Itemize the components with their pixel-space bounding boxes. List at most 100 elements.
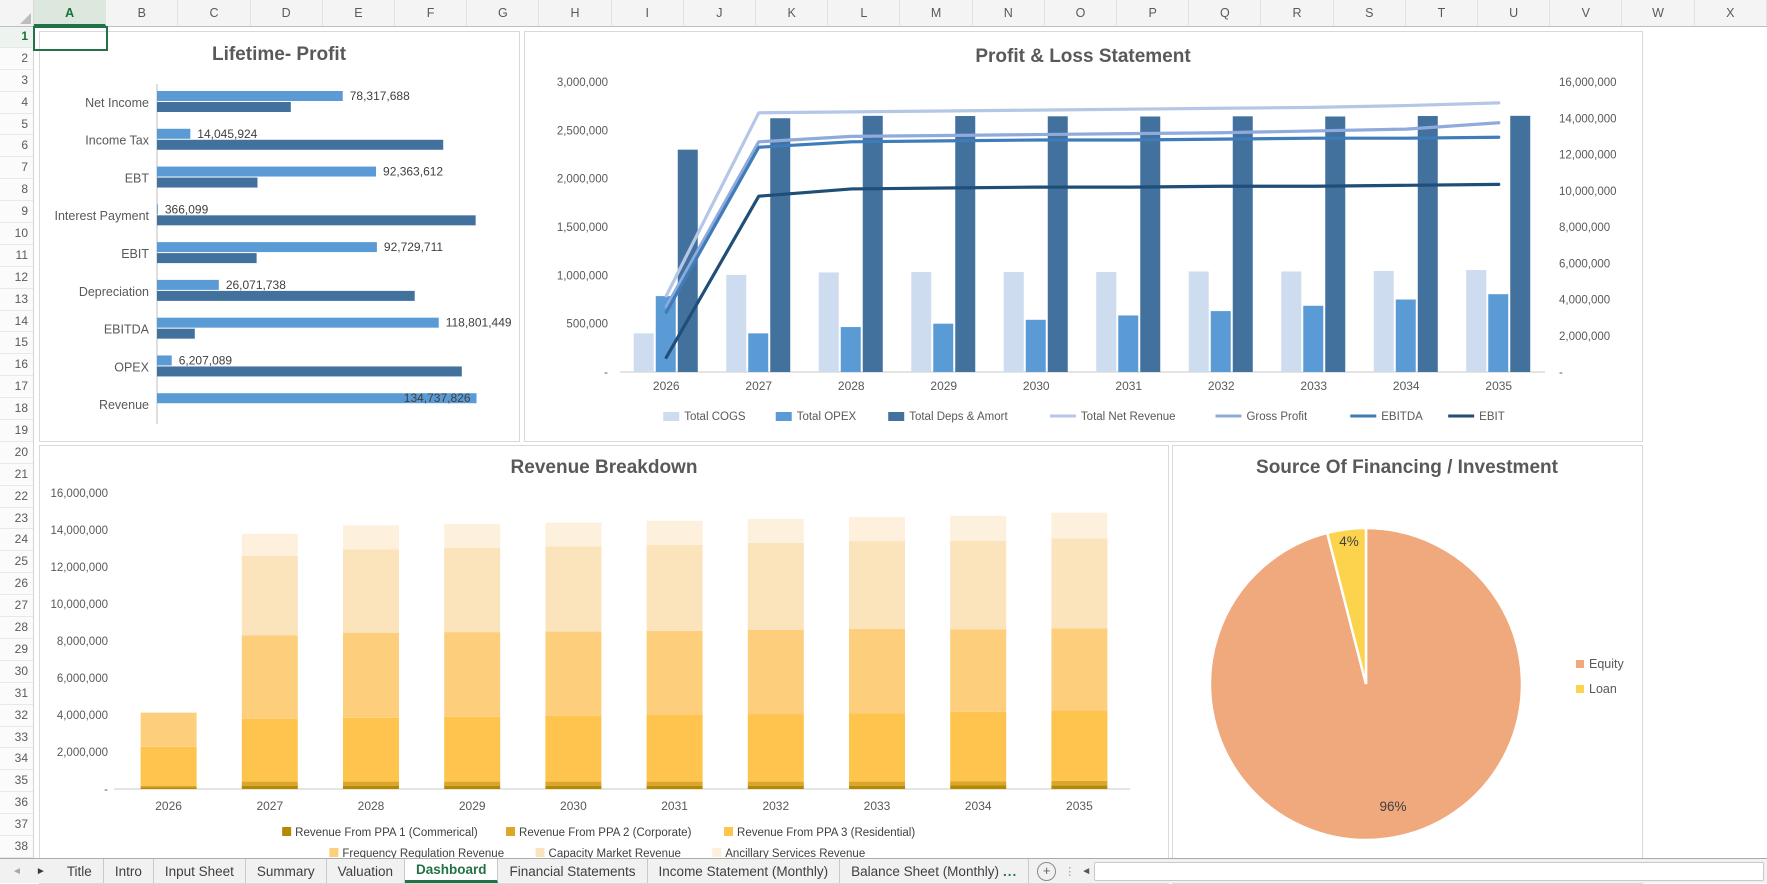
column-header-W[interactable]: W — [1622, 0, 1695, 26]
column-header-O[interactable]: O — [1044, 0, 1118, 26]
chart-lifetime-profit[interactable]: Lifetime- Profit Net Income 78,317,688 Inco… — [39, 31, 520, 442]
column-header-I[interactable]: I — [611, 0, 684, 26]
row-number-26[interactable]: 26 — [0, 573, 33, 596]
sheet-tab-balance-sheet-monthly-[interactable]: Balance Sheet (Monthly)... — [840, 859, 1030, 883]
stack-segment — [444, 781, 501, 786]
sheet-tab-summary[interactable]: Summary — [246, 859, 327, 883]
sheet-tab-dashboard[interactable]: Dashboard — [404, 859, 499, 883]
horizontal-scrollbar-track[interactable] — [1094, 861, 1764, 881]
sheet-tab-intro[interactable]: Intro — [104, 859, 154, 883]
row-number-38[interactable]: 38 — [0, 836, 33, 858]
stack-segment — [343, 549, 399, 633]
row-number-10[interactable]: 10 — [0, 223, 33, 245]
row-number-37[interactable]: 37 — [0, 814, 33, 836]
category-label: 2029 — [459, 799, 486, 813]
scrollbar-left-icon[interactable]: ◄ — [1081, 865, 1092, 877]
column-header-C[interactable]: C — [178, 0, 251, 26]
row-number-28[interactable]: 28 — [0, 617, 33, 639]
row-number-36[interactable]: 36 — [0, 792, 33, 815]
stack-segment — [343, 717, 399, 782]
category-label: 2035 — [1485, 379, 1512, 393]
sheet-tab-title[interactable]: Title — [56, 859, 104, 883]
legend-label: Ancillary Services Revenue — [725, 848, 865, 860]
row-number-30[interactable]: 30 — [0, 661, 33, 683]
row-number-11[interactable]: 11 — [0, 245, 33, 267]
column-header-N[interactable]: N — [972, 0, 1045, 26]
column-header-T[interactable]: T — [1405, 0, 1479, 26]
column-header-A[interactable]: A — [33, 0, 107, 26]
sheet-tab-valuation[interactable]: Valuation — [327, 859, 405, 883]
chart-financing-pie[interactable]: Source Of Financing / Investment 4% 96% Equ… — [1172, 445, 1643, 884]
row-number-4[interactable]: 4 — [0, 92, 33, 114]
row-number-22[interactable]: 22 — [0, 486, 33, 508]
row-number-34[interactable]: 34 — [0, 748, 33, 771]
bar-remainder — [157, 366, 462, 377]
column-header-H[interactable]: H — [539, 0, 612, 26]
left-axis-tick: 2,500,000 — [557, 125, 608, 137]
column-header-L[interactable]: L — [828, 0, 901, 26]
column-header-M[interactable]: M — [900, 0, 973, 26]
row-number-15[interactable]: 15 — [0, 332, 33, 355]
row-number-33[interactable]: 33 — [0, 727, 33, 749]
row-number-8[interactable]: 8 — [0, 179, 33, 202]
column-header-D[interactable]: D — [250, 0, 323, 26]
column-header-B[interactable]: B — [106, 0, 179, 26]
row-number-27[interactable]: 27 — [0, 595, 33, 618]
column-header-P[interactable]: P — [1117, 0, 1190, 26]
row-number-3[interactable]: 3 — [0, 70, 33, 92]
row-number-5[interactable]: 5 — [0, 114, 33, 136]
legend-swatch — [535, 848, 545, 857]
data-label: 92,363,612 — [383, 165, 443, 179]
sheet-tab-input-sheet[interactable]: Input Sheet — [154, 859, 246, 883]
row-number-13[interactable]: 13 — [0, 289, 33, 311]
row-number-24[interactable]: 24 — [0, 529, 33, 552]
row-number-7[interactable]: 7 — [0, 157, 33, 180]
column-header-V[interactable]: V — [1550, 0, 1623, 26]
column-header-J[interactable]: J — [683, 0, 757, 26]
horizontal-scrollbar[interactable]: ◄ — [1081, 861, 1764, 881]
column-header-R[interactable]: R — [1261, 0, 1334, 26]
row-number-2[interactable]: 2 — [0, 48, 33, 70]
sheet-tab-financial-statements[interactable]: Financial Statements — [498, 859, 648, 883]
bar-total-cogs — [1373, 270, 1394, 372]
more-tabs-ellipsis: ... — [1002, 863, 1018, 879]
column-header-K[interactable]: K — [756, 0, 829, 26]
row-number-12[interactable]: 12 — [0, 267, 33, 289]
row-number-20[interactable]: 20 — [0, 442, 33, 464]
row-number-6[interactable]: 6 — [0, 135, 33, 158]
column-header-F[interactable]: F — [395, 0, 468, 26]
column-header-U[interactable]: U — [1478, 0, 1551, 26]
row-number-35[interactable]: 35 — [0, 770, 33, 793]
row-number-25[interactable]: 25 — [0, 551, 33, 574]
column-header-E[interactable]: E — [322, 0, 395, 26]
row-number-21[interactable]: 21 — [0, 464, 33, 486]
row-number-23[interactable]: 23 — [0, 508, 33, 530]
chart-revenue-breakdown[interactable]: Revenue Breakdown - 2,000,000 4,000,000 6,00… — [39, 445, 1169, 884]
tab-scroll-right-icon[interactable]: ► — [35, 865, 46, 877]
row-number-16[interactable]: 16 — [0, 354, 33, 377]
sheet-tab-income-statement-monthly-[interactable]: Income Statement (Monthly) — [648, 859, 841, 883]
data-label: 6,207,089 — [179, 353, 233, 367]
column-header-Q[interactable]: Q — [1189, 0, 1262, 26]
row-number-14[interactable]: 14 — [0, 311, 33, 333]
bar-total-opex — [840, 327, 861, 372]
row-number-32[interactable]: 32 — [0, 705, 33, 727]
row-number-29[interactable]: 29 — [0, 639, 33, 661]
column-header-X[interactable]: X — [1694, 0, 1767, 26]
stack-segment — [444, 632, 501, 717]
category-label: 2030 — [560, 799, 587, 813]
row-number-17[interactable]: 17 — [0, 376, 33, 399]
row-number-31[interactable]: 31 — [0, 683, 33, 705]
row-number-19[interactable]: 19 — [0, 420, 33, 442]
row-number-1[interactable]: 1 — [0, 26, 33, 48]
sheet-tab-label: Dashboard — [415, 862, 487, 877]
row-number-9[interactable]: 9 — [0, 201, 33, 224]
add-sheet-button[interactable]: + — [1037, 861, 1057, 881]
stack-segment — [646, 715, 703, 782]
chart-profit-loss-statement[interactable]: Profit & Loss Statement - 500,000 1,000,000… — [524, 31, 1643, 442]
row-number-18[interactable]: 18 — [0, 398, 33, 421]
select-all-corner[interactable] — [0, 0, 34, 26]
column-header-G[interactable]: G — [467, 0, 540, 26]
tab-scroll-left-icon[interactable]: ◄ — [12, 865, 22, 877]
column-header-S[interactable]: S — [1333, 0, 1406, 26]
